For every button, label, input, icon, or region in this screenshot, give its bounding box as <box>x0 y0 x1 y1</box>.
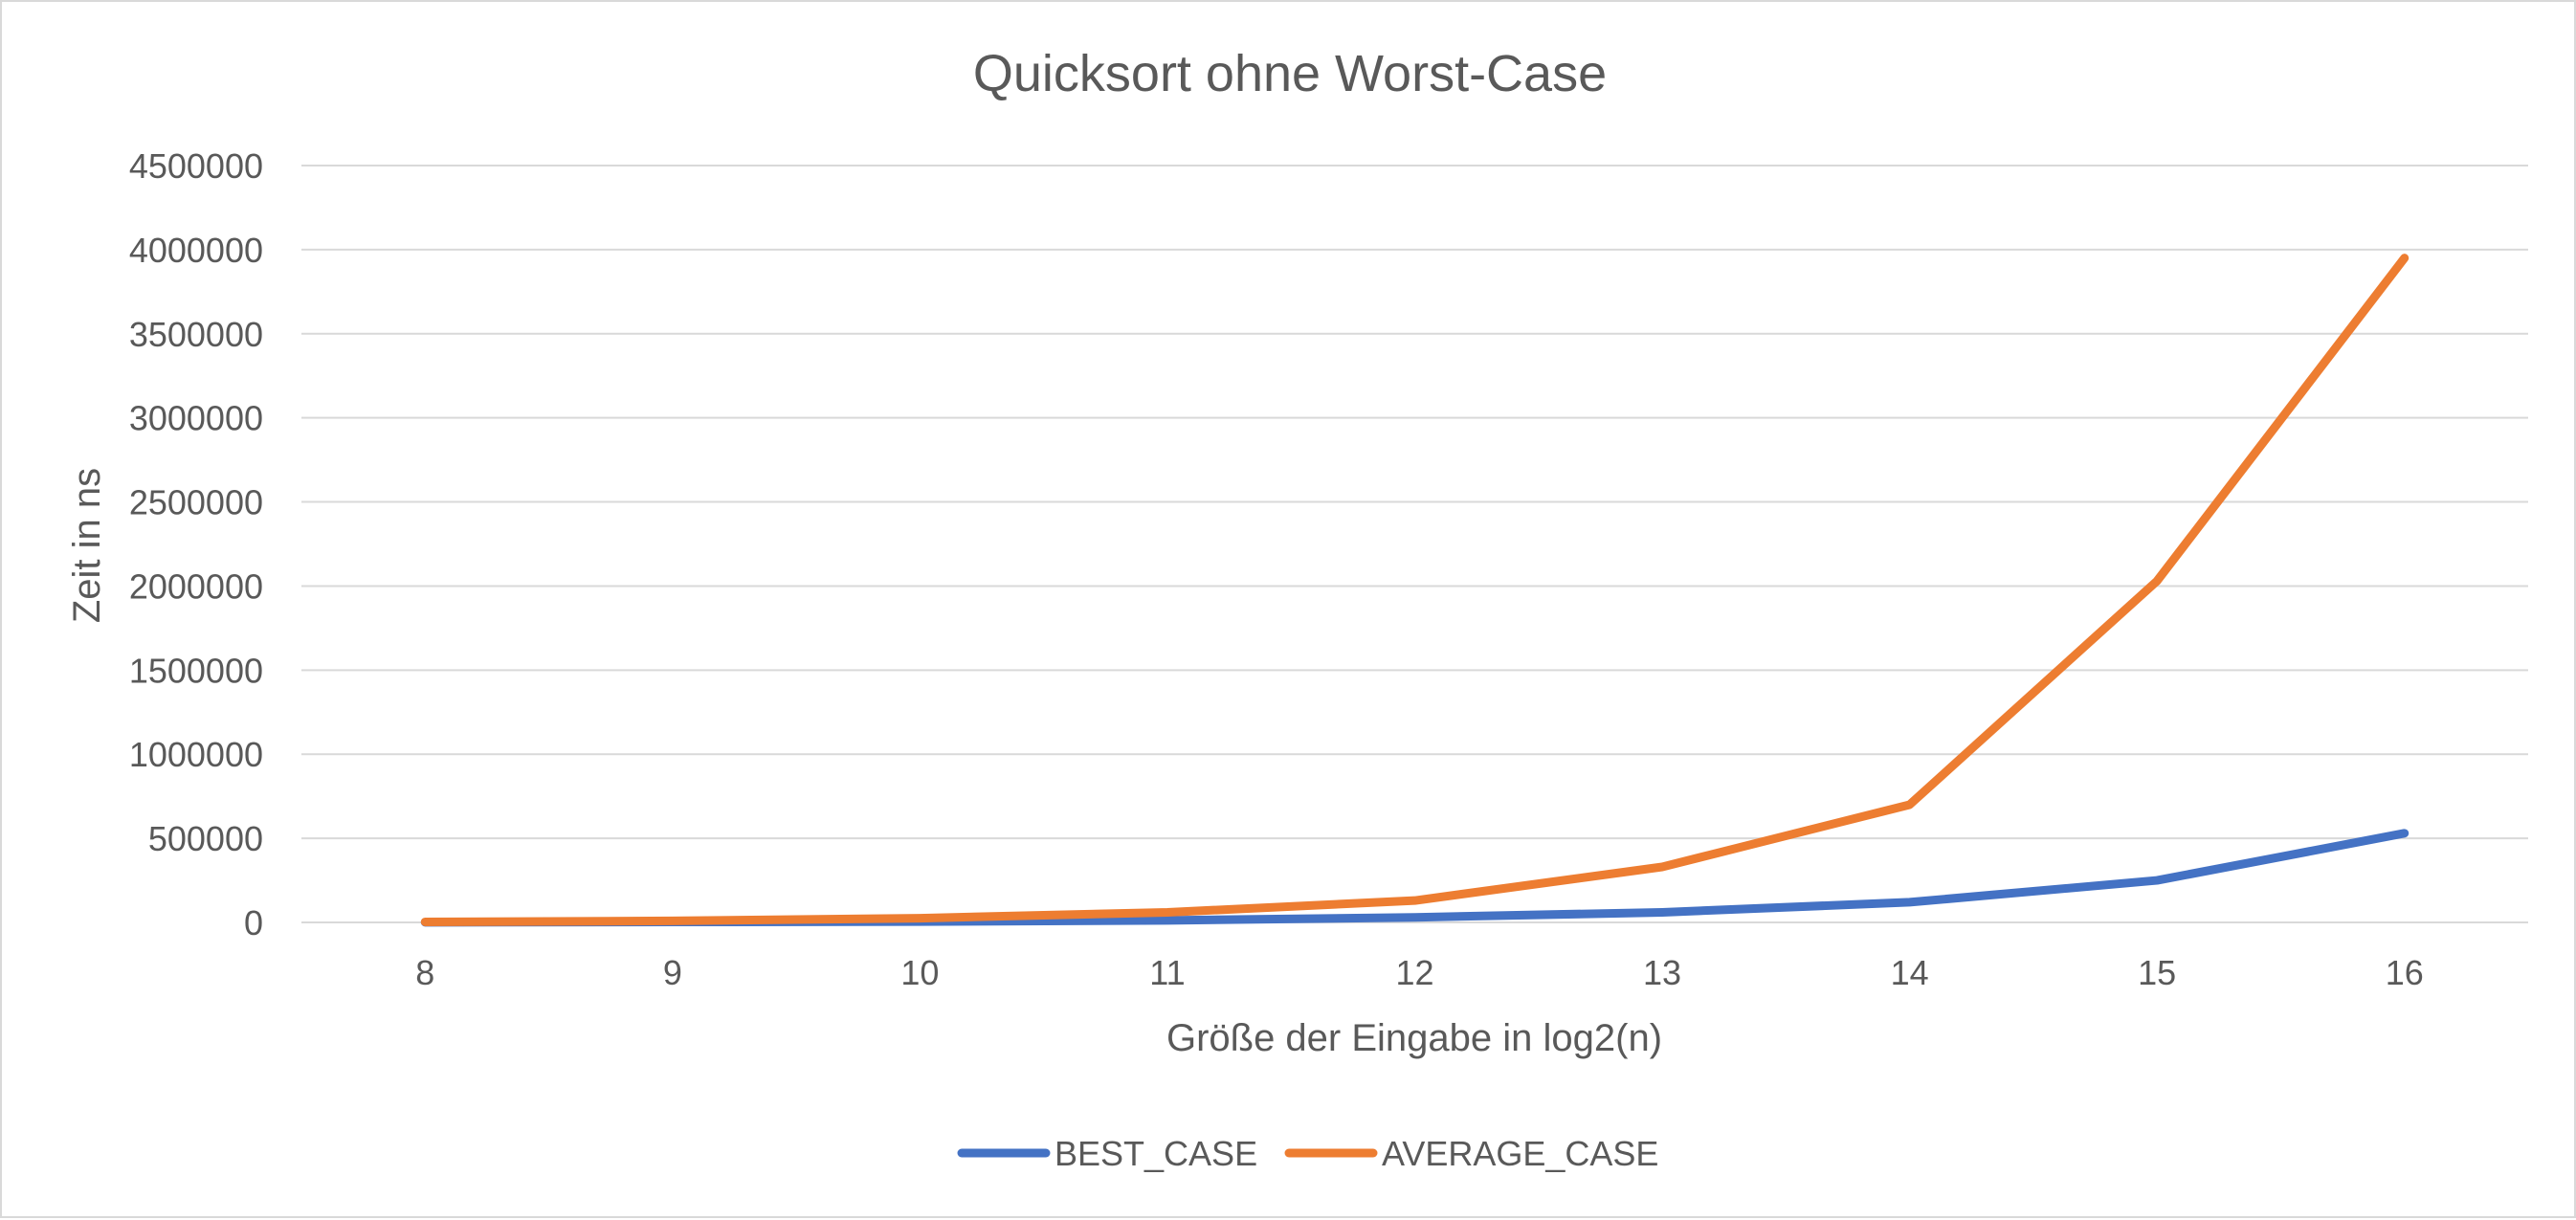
series-lines <box>420 254 2409 927</box>
y-tick-label: 1500000 <box>129 651 263 690</box>
x-axis-label: Größe der Eingabe in log2(n) <box>1166 1017 1662 1059</box>
x-tick-label: 11 <box>1149 953 1185 992</box>
series-line-average-case <box>420 254 2409 926</box>
y-tick-labels: 0 500000 1000000 1500000 2000000 2500000 30000… <box>129 146 263 943</box>
chart-title: Quicksort ohne Worst-Case <box>973 45 1607 102</box>
y-tick-label: 0 <box>244 903 263 943</box>
y-tick-label: 4500000 <box>129 146 263 186</box>
grid-lines <box>301 165 2528 923</box>
y-tick-label: 4000000 <box>129 231 263 270</box>
x-tick-label: 12 <box>1395 953 1433 992</box>
series-line-best-case <box>420 829 2409 927</box>
x-tick-label: 10 <box>900 953 939 992</box>
legend-label: AVERAGE_CASE <box>1382 1134 1658 1173</box>
y-tick-label: 2000000 <box>129 566 263 606</box>
y-tick-label: 2500000 <box>129 483 263 522</box>
x-tick-label: 14 <box>1891 953 1929 992</box>
y-tick-label: 3500000 <box>129 315 263 354</box>
legend: BEST_CASE AVERAGE_CASE <box>957 1134 1658 1173</box>
y-tick-label: 3000000 <box>129 399 263 438</box>
x-tick-label: 13 <box>1643 953 1681 992</box>
legend-label: BEST_CASE <box>1055 1134 1257 1173</box>
x-tick-label: 9 <box>663 953 682 992</box>
x-tick-labels: 8 9 10 11 12 13 14 15 16 <box>415 953 2423 992</box>
x-tick-label: 15 <box>2138 953 2176 992</box>
x-tick-label: 8 <box>415 953 434 992</box>
y-axis-label: Zeit in ns <box>66 468 108 623</box>
y-tick-label: 500000 <box>148 819 263 858</box>
x-tick-label: 16 <box>2386 953 2424 992</box>
y-tick-label: 1000000 <box>129 735 263 774</box>
